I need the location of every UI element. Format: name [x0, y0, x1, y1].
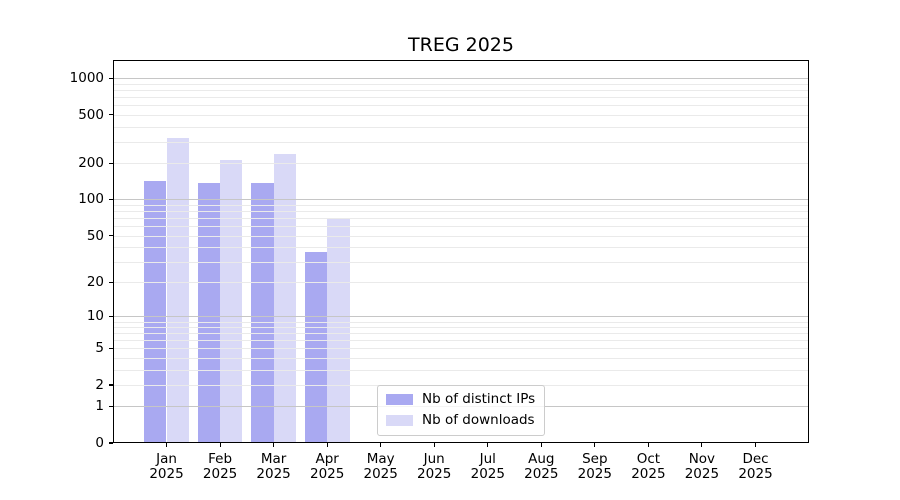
x-tick-year: 2025 — [577, 466, 612, 482]
x-tick-year: 2025 — [631, 466, 666, 482]
bar-nb-of-downloads-apr — [327, 218, 350, 443]
x-tick-month: Nov — [688, 451, 716, 467]
y-tick-label-200: 200 — [78, 155, 104, 172]
x-tick-mark-jan — [165, 443, 168, 447]
x-tick-year: 2025 — [363, 466, 398, 482]
y-tick-label-500: 500 — [78, 106, 104, 123]
legend-swatch-nb-of-downloads — [386, 415, 413, 426]
y-tick-label-0: 0 — [95, 435, 104, 451]
x-tick-year: 2025 — [202, 466, 238, 482]
x-tick-year: 2025 — [524, 466, 559, 482]
x-tick-label-feb: Feb 2025 — [180, 452, 260, 482]
x-tick-month: Jun — [423, 451, 445, 467]
x-tick-month: Jan — [156, 451, 177, 467]
x-tick-mark-oct — [647, 443, 649, 447]
y-tick-mark-2 — [109, 384, 113, 386]
x-tick-mark-jun — [433, 443, 435, 447]
bar-nb-of-distinct-ips-feb — [197, 183, 221, 443]
x-tick-year: 2025 — [417, 466, 452, 482]
y-tick-mark-200 — [109, 162, 113, 164]
x-tick-mark-sep — [594, 443, 596, 447]
x-tick-month: Jul — [479, 451, 496, 467]
x-tick-month: Oct — [636, 451, 661, 467]
x-tick-year: 2025 — [738, 466, 773, 482]
legend-row: Nb of distinct IPs — [386, 392, 535, 407]
y-tick-mark-50 — [109, 234, 113, 237]
x-tick-label-apr: Apr 2025 — [287, 452, 367, 482]
y-tick-label-1000: 1000 — [69, 70, 104, 87]
y-tick-label-20: 20 — [86, 274, 104, 291]
x-tick-mark-mar — [273, 443, 275, 447]
y-tick-mark-5 — [109, 347, 113, 349]
x-tick-year: 2025 — [149, 466, 184, 482]
x-tick-month: May — [366, 451, 395, 467]
x-tick-month: Feb — [208, 451, 233, 467]
x-tick-mark-aug — [540, 443, 542, 447]
x-tick-label-may: May 2025 — [341, 452, 421, 482]
x-tick-label-jul: Jul 2025 — [448, 452, 528, 482]
y-tick-mark-10 — [109, 315, 113, 317]
y-tick-label-100: 100 — [78, 191, 104, 208]
x-tick-label-jun: Jun 2025 — [394, 452, 474, 482]
x-tick-month: Apr — [315, 451, 339, 467]
legend: Nb of distinct IPs Nb of downloads — [377, 385, 546, 436]
y-tick-label-1: 1 — [95, 398, 104, 415]
x-tick-label-oct: Oct 2025 — [608, 452, 688, 482]
legend-label: Nb of distinct IPs — [422, 391, 536, 407]
y-tick-label-5: 5 — [95, 340, 104, 357]
x-tick-month: Aug — [528, 451, 555, 467]
x-tick-label-mar: Mar 2025 — [234, 452, 314, 482]
x-tick-month: Sep — [582, 451, 608, 467]
legend-swatch-nb-of-distinct-ips — [386, 394, 413, 405]
x-tick-label-dec: Dec 2025 — [716, 452, 796, 482]
x-tick-year: 2025 — [684, 466, 720, 482]
y-tick-label-10: 10 — [86, 308, 104, 325]
bar-nb-of-downloads-feb — [220, 160, 243, 443]
bar-nb-of-downloads-jan — [166, 138, 189, 443]
legend-label: Nb of downloads — [422, 412, 535, 428]
x-tick-label-sep: Sep 2025 — [555, 452, 635, 482]
x-tick-mark-apr — [326, 443, 328, 447]
x-tick-mark-may — [380, 443, 382, 447]
x-tick-label-aug: Aug 2025 — [501, 452, 581, 482]
x-tick-mark-dec — [754, 443, 757, 447]
x-tick-mark-nov — [701, 443, 703, 447]
x-tick-year: 2025 — [470, 466, 505, 482]
x-tick-label-nov: Nov 2025 — [662, 452, 742, 482]
chart-title: TREG 2025 — [408, 34, 514, 56]
x-tick-mark-jul — [487, 443, 489, 447]
y-tick-label-2: 2 — [95, 377, 104, 393]
x-tick-month: Dec — [742, 451, 769, 467]
y-tick-mark-500 — [109, 114, 113, 116]
y-tick-mark-0 — [109, 442, 113, 444]
bar-nb-of-distinct-ips-apr — [304, 252, 328, 443]
y-tick-mark-1 — [109, 405, 113, 407]
y-tick-mark-20 — [109, 281, 113, 283]
bar-nb-of-downloads-mar — [273, 153, 296, 443]
legend-row: Nb of downloads — [386, 413, 535, 428]
x-tick-year: 2025 — [256, 466, 291, 482]
y-tick-mark-1000 — [109, 77, 113, 79]
y-tick-mark-100 — [109, 198, 113, 200]
x-tick-mark-feb — [219, 443, 221, 447]
y-tick-label-50: 50 — [86, 227, 104, 244]
plot-area: Nb of distinct IPs Nb of downloads — [113, 60, 809, 443]
bar-nb-of-distinct-ips-mar — [251, 182, 274, 443]
x-tick-label-jan: Jan 2025 — [127, 452, 207, 482]
x-tick-year: 2025 — [310, 466, 345, 482]
x-tick-month: Mar — [260, 451, 287, 467]
bar-nb-of-distinct-ips-jan — [144, 180, 167, 443]
